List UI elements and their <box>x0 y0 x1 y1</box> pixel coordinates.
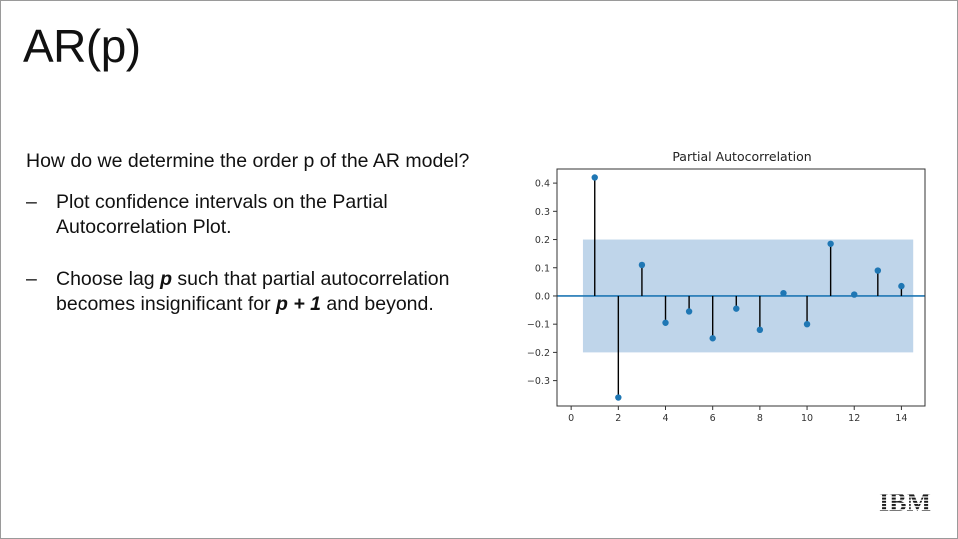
bullet-text-part: Choose lag <box>56 268 161 290</box>
bullet-text-part: such that partial autocorrelation become… <box>56 268 450 315</box>
stem-marker <box>591 174 598 181</box>
stem-marker <box>662 319 669 326</box>
stem-marker <box>733 305 740 312</box>
slide-body: How do we determine the order p of the A… <box>26 149 516 344</box>
question-text: How do we determine the order p of the A… <box>26 150 470 172</box>
y-tick-label: 0.2 <box>535 235 550 246</box>
stem-marker <box>851 291 858 298</box>
y-tick-label: 0.4 <box>535 179 550 190</box>
x-tick-label: 2 <box>615 413 621 424</box>
bullet-dash: – <box>26 268 37 290</box>
y-tick-label: −0.1 <box>527 320 550 331</box>
y-tick-label: 0.0 <box>535 291 550 302</box>
stem-marker <box>780 289 787 297</box>
x-tick-label: 4 <box>662 413 668 424</box>
x-tick-label: 6 <box>710 413 716 424</box>
stem-marker <box>874 267 882 274</box>
pacf-chart: Partial Autocorrelation 0 2 4 6 8 10 12 14 −0.3 −… <box>513 141 933 436</box>
stem-marker <box>898 282 905 290</box>
bullet-item: – Choose lag p such that partial autocor… <box>26 267 516 317</box>
ibm-logo-text: IBM <box>879 488 931 514</box>
x-tick-label: 10 <box>801 413 813 424</box>
y-tick-label: −0.3 <box>527 376 550 387</box>
plot-frame <box>556 168 926 407</box>
stem-marker <box>615 394 622 401</box>
stem-marker <box>638 261 646 269</box>
x-tick-label: 0 <box>568 413 574 424</box>
bullet-text: Plot confidence intervals on the Partial… <box>56 191 388 238</box>
bullet-text-part: and beyond. <box>321 293 434 315</box>
bullet-emphasis: p + 1 <box>276 293 322 315</box>
stem-marker <box>685 308 693 315</box>
x-tick-label: 12 <box>848 413 860 424</box>
y-tick-label: 0.3 <box>535 207 550 218</box>
x-tick-label: 8 <box>757 413 763 424</box>
stem-marker <box>803 320 811 328</box>
y-tick-label: −0.2 <box>527 348 550 359</box>
bullet-item: – Plot confidence intervals on the Parti… <box>26 190 516 240</box>
stem-marker <box>709 335 716 342</box>
y-tick-label: 0.1 <box>535 263 550 274</box>
stem-marker <box>756 326 764 334</box>
ibm-logo: IBM <box>879 488 931 514</box>
slide-title: AR(p) <box>23 20 141 72</box>
chart-title: Partial Autocorrelation <box>672 149 811 164</box>
stem-marker <box>827 240 834 247</box>
bullet-dash: – <box>26 191 37 213</box>
x-tick-label: 14 <box>895 413 907 424</box>
bullet-emphasis: p <box>160 268 172 290</box>
pacf-chart-svg: Partial Autocorrelation 0 2 4 6 8 10 12 14 −0.3 −… <box>527 149 926 424</box>
